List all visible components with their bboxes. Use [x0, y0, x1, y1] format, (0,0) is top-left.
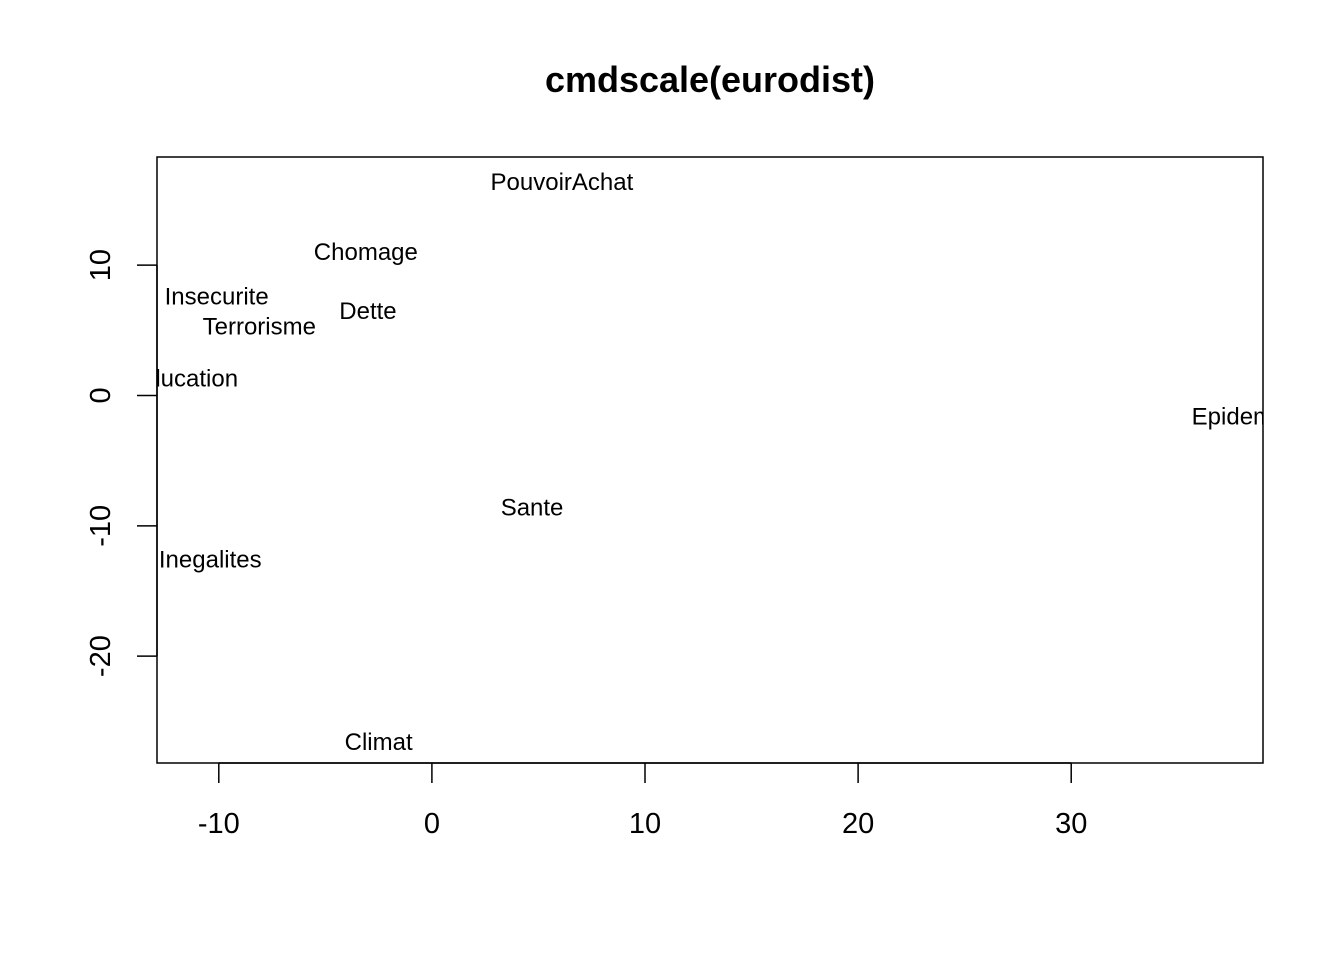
point-label: PouvoirAchat [491, 169, 634, 196]
point-label: Inegalites [159, 547, 262, 574]
y-tick-label: 10 [85, 249, 117, 281]
point-label: Sante [501, 495, 564, 522]
x-tick-label: 30 [1055, 808, 1087, 840]
x-tick-label: 10 [629, 808, 661, 840]
point-label: Insecurite [165, 283, 269, 310]
point-label: Chomage [314, 239, 418, 266]
point-label: Epidemie [1192, 403, 1292, 430]
point-label: Terrorisme [203, 313, 316, 340]
y-tick-label: -10 [85, 505, 117, 547]
point-label: Climat [345, 729, 413, 756]
point-label: Education [131, 366, 238, 393]
chart-title: cmdscale(eurodist) [545, 59, 875, 100]
y-tick-label: 0 [85, 387, 117, 403]
y-tick-label: -20 [85, 635, 117, 677]
x-axis: -10 0 10 20 30 [198, 762, 1087, 840]
y-axis: -20 -10 0 10 [85, 249, 158, 677]
x-tick-label: -10 [198, 808, 240, 840]
point-labels: PouvoirAchat Chomage Insecurite Dette Terror… [131, 169, 1292, 756]
point-label: Dette [339, 298, 396, 325]
x-tick-label: 20 [842, 808, 874, 840]
x-tick-label: 0 [424, 808, 440, 840]
